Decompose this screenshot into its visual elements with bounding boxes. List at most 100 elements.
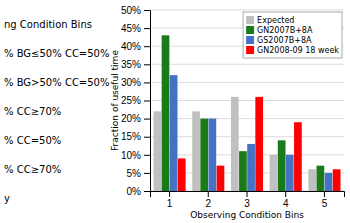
legend-label: Expected (257, 16, 294, 25)
legend-swatch (246, 46, 254, 54)
axis-line (144, 11, 151, 192)
x-tick: 5 (322, 191, 328, 209)
bar (294, 122, 302, 191)
y-tick-line (144, 64, 150, 65)
bar (278, 140, 286, 191)
bar-series (154, 97, 317, 191)
bars (154, 35, 341, 191)
x-tick-line (169, 191, 170, 197)
legend: ExpectedGN2007B+8AGS2007B+8AGN2008-09 18… (243, 12, 342, 58)
x-tick-line (285, 191, 286, 197)
y-axis: 0% 5% 10% 15% 20% 25% 30% 35% 40% 45% 50% (121, 5, 151, 197)
grid-line (150, 82, 344, 83)
y-tick-label: 35% (121, 59, 141, 70)
bar (247, 144, 255, 191)
y-tick-label: 25% (121, 95, 141, 106)
y-tick-line (144, 137, 150, 138)
y-tick-line (144, 28, 150, 29)
x-axis-title: Observing Condition Bins (190, 210, 304, 220)
y-tick-line (144, 82, 150, 83)
y-tick-line (144, 10, 150, 11)
x-tick-label: 5 (322, 198, 328, 209)
grid-line (150, 64, 344, 65)
legend-label: GN2007B+8A (257, 26, 313, 35)
x-tick-label: 4 (283, 198, 289, 209)
x-tick: 1 (167, 191, 173, 209)
legend-swatch (246, 26, 254, 34)
axis-line (151, 192, 345, 198)
annotation: % BG≤50% CC=50% (4, 48, 109, 59)
y-tick-label: 50% (121, 5, 141, 16)
x-tick-line (324, 191, 325, 197)
bar-series (170, 75, 333, 191)
bar (255, 97, 263, 191)
bar (325, 173, 333, 191)
bar (200, 119, 208, 191)
bar (217, 166, 225, 191)
bar-series (162, 35, 325, 191)
x-axis: 1 2 3 4 5 (151, 191, 345, 209)
legend-box (243, 12, 342, 58)
grid (150, 10, 344, 191)
y-tick-label: 10% (121, 150, 141, 161)
x-tick-line (247, 191, 248, 197)
y-tick-label: 15% (121, 131, 141, 142)
y-tick: 40% (121, 41, 150, 52)
y-tick: 30% (121, 77, 150, 88)
annotation: % BG>50% CC=50% (4, 77, 109, 88)
annotations: ng Condition Bins % BG≤50% CC=50% % BG>50%… (4, 19, 109, 204)
y-tick-line (144, 119, 150, 120)
y-tick: 5% (127, 168, 150, 179)
legend-label: GS2007B+8A (257, 36, 312, 45)
y-tick: 35% (121, 59, 150, 70)
bar (231, 97, 239, 191)
bar (270, 155, 278, 191)
plot: 123450%5%10%15%20%25%30%35%40%45%50%Obse… (110, 5, 345, 220)
x-tick-label: 2 (205, 198, 211, 209)
bar (178, 158, 186, 191)
bar (333, 169, 341, 191)
y-tick-label: 40% (121, 41, 141, 52)
x-tick: 4 (283, 191, 289, 209)
y-axis-title: Fraction of useful time (110, 50, 120, 151)
y-tick: 0% (127, 186, 150, 197)
y-tick-label: 30% (121, 77, 141, 88)
bar (286, 155, 294, 191)
y-tick: 45% (121, 23, 150, 34)
y-tick-line (144, 101, 150, 102)
bar (192, 111, 200, 191)
x-tick-line (208, 191, 209, 197)
annotation: % CC≥70% (4, 106, 61, 117)
annotation: ng Condition Bins (4, 19, 92, 30)
bar (239, 151, 247, 191)
bar-series (178, 97, 341, 191)
bar (154, 111, 162, 191)
chart: ng Condition Bins % BG≤50% CC=50% % BG>50%… (0, 0, 350, 223)
grid-line (150, 118, 344, 119)
grid-line (150, 154, 344, 155)
y-tick: 15% (121, 131, 150, 142)
annotation: % CC≥70% (4, 164, 61, 175)
y-tick: 10% (121, 150, 150, 161)
y-tick-label: 5% (127, 168, 142, 179)
annotation: % CC=50% (4, 135, 61, 146)
bar (208, 119, 216, 191)
bar (170, 75, 178, 191)
legend-swatch (246, 16, 254, 24)
y-tick-line (144, 191, 150, 192)
x-tick: 3 (244, 191, 250, 209)
bar (317, 166, 325, 191)
y-tick: 25% (121, 95, 150, 106)
y-tick-label: 0% (127, 186, 142, 197)
y-tick-line (144, 155, 150, 156)
grid-line (150, 10, 344, 11)
y-tick-line (144, 46, 150, 47)
y-tick-label: 20% (121, 113, 141, 124)
y-tick: 20% (121, 113, 150, 124)
x-tick-label: 1 (167, 198, 173, 209)
y-tick: 50% (121, 5, 150, 16)
annotation: y (4, 193, 10, 204)
x-tick-label: 3 (244, 198, 250, 209)
legend-swatch (246, 36, 254, 44)
grid-line (150, 100, 344, 101)
